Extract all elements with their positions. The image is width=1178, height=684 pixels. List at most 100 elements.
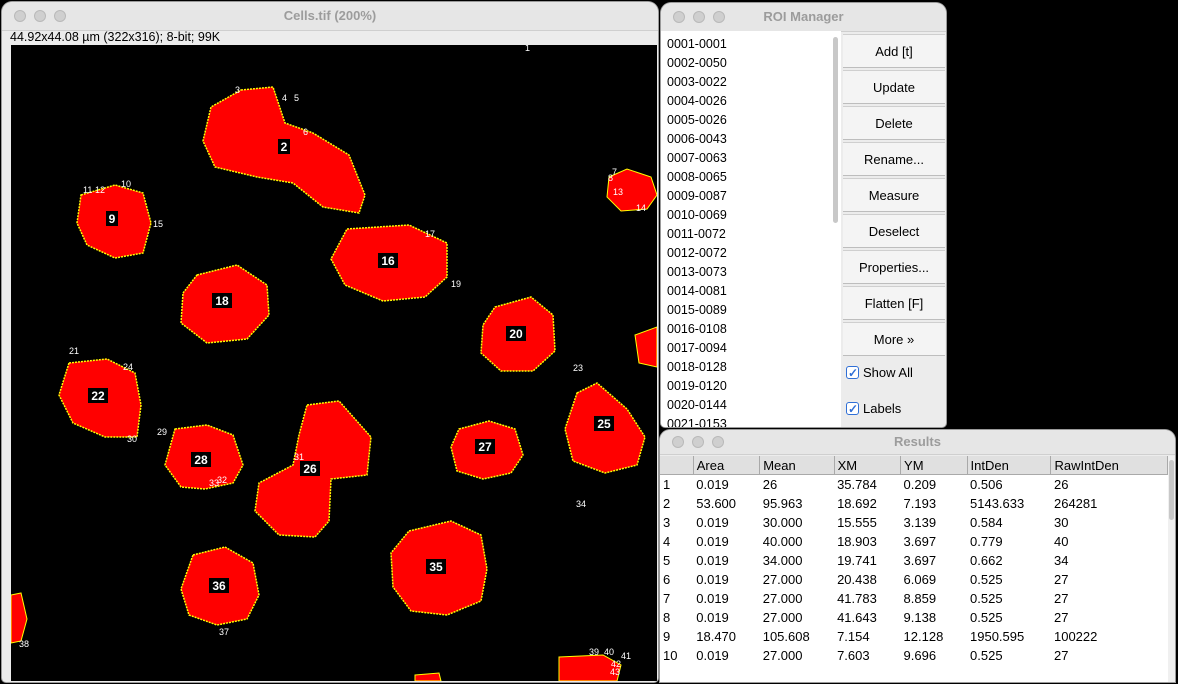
roi-list-item[interactable]: 0014-0081 bbox=[667, 284, 727, 298]
roi-list-scrollbar[interactable] bbox=[833, 37, 838, 223]
roi-label: 9 bbox=[109, 212, 116, 226]
table-cell: 0.019 bbox=[696, 534, 729, 549]
rename-button[interactable]: Rename... bbox=[843, 142, 945, 176]
table-cell: 41.643 bbox=[837, 610, 877, 625]
more-button[interactable]: More » bbox=[843, 322, 945, 356]
table-cell: 0.209 bbox=[903, 477, 937, 492]
roi-list-item[interactable]: 0013-0073 bbox=[667, 265, 727, 279]
roi-list-item[interactable]: 0021-0153 bbox=[667, 417, 727, 427]
table-cell: 0.525 bbox=[970, 648, 1003, 663]
cell-roi-partial[interactable] bbox=[606, 168, 657, 212]
update-button[interactable]: Update bbox=[843, 70, 945, 104]
roi-list-item[interactable]: 0006-0043 bbox=[667, 132, 727, 146]
minimize-window-button[interactable] bbox=[693, 11, 705, 23]
show-all-label: Show All bbox=[863, 365, 913, 380]
roi-label: 20 bbox=[509, 327, 523, 341]
roi-list-item[interactable]: 0011-0072 bbox=[667, 227, 726, 241]
roi-label: 26 bbox=[303, 462, 317, 476]
add-button[interactable]: Add [t] bbox=[843, 34, 945, 68]
roi-list-item[interactable]: 0012-0072 bbox=[667, 246, 727, 260]
labels-checkbox[interactable]: Labels bbox=[846, 400, 901, 418]
roi-list-item[interactable]: 0003-0022 bbox=[667, 75, 727, 89]
cell-roi-partial[interactable] bbox=[414, 672, 442, 681]
cell-roi-partial[interactable] bbox=[558, 654, 622, 681]
roi-label: 2 bbox=[281, 140, 288, 154]
scrollbar-thumb[interactable] bbox=[1169, 460, 1174, 520]
roi-manager-titlebar[interactable]: ROI Manager bbox=[661, 3, 946, 32]
roi-label-background bbox=[594, 416, 614, 431]
cell-roi-partial[interactable] bbox=[634, 326, 657, 368]
results-titlebar[interactable]: Results bbox=[660, 430, 1175, 455]
table-cell: 19.741 bbox=[837, 553, 877, 568]
table-cell: 34.000 bbox=[762, 553, 803, 568]
roi-list-item[interactable]: 0019-0120 bbox=[667, 379, 727, 393]
table-cell: 3.697 bbox=[903, 534, 937, 549]
results-column-header[interactable]: IntDen bbox=[967, 456, 1052, 475]
roi-label: 25 bbox=[597, 417, 611, 431]
table-cell: 27 bbox=[1053, 572, 1069, 587]
table-row[interactable]: 3 0.019 30.000 15.555 3.139 0.584 30 bbox=[660, 513, 1168, 532]
minimize-window-button[interactable] bbox=[34, 10, 46, 22]
zoom-window-button[interactable] bbox=[54, 10, 66, 22]
roi-list[interactable]: 0001-0001 0002-0050 0003-0022 0004-0026 0005… bbox=[661, 31, 841, 427]
table-row[interactable]: 1 0.019 26 35.784 0.209 0.506 26 bbox=[660, 475, 1168, 495]
results-column-header[interactable]: Mean bbox=[759, 456, 835, 475]
close-window-button[interactable] bbox=[673, 11, 685, 23]
table-cell: 40.000 bbox=[762, 534, 803, 549]
table-cell: 26 bbox=[1053, 477, 1069, 492]
table-row[interactable]: 9 18.470 105.608 7.154 12.128 1950.595 100222 bbox=[660, 627, 1168, 646]
minimize-window-button[interactable] bbox=[692, 436, 704, 448]
table-row[interactable]: 2 53.600 95.963 18.692 7.193 5143.633 264281 bbox=[660, 494, 1168, 513]
properties-button[interactable]: Properties... bbox=[843, 250, 945, 284]
flatten-button[interactable]: Flatten [F] bbox=[843, 286, 945, 320]
roi-manager-window: ROI Manager 0001-0001 0002-0050 0003-0022 0… bbox=[661, 3, 946, 427]
roi-list-item[interactable]: 0017-0094 bbox=[667, 341, 727, 355]
roi-label: 18 bbox=[215, 294, 229, 308]
show-all-checkbox[interactable]: Show All bbox=[846, 364, 913, 382]
roi-list-item[interactable]: 0020-0144 bbox=[667, 398, 727, 412]
roi-list-item[interactable]: 0002-0050 bbox=[667, 56, 727, 70]
roi-label: 27 bbox=[478, 440, 492, 454]
delete-button[interactable]: Delete bbox=[843, 106, 945, 140]
measure-button[interactable]: Measure bbox=[843, 178, 945, 212]
roi-small-label: 33 bbox=[209, 478, 219, 488]
roi-list-item[interactable]: 0016-0108 bbox=[667, 322, 727, 336]
results-column-header[interactable]: XM bbox=[834, 456, 902, 475]
roi-list-item[interactable]: 0009-0087 bbox=[667, 189, 727, 203]
roi-list-item[interactable]: 0010-0069 bbox=[667, 208, 727, 222]
table-row[interactable]: 4 0.019 40.000 18.903 3.697 0.779 40 bbox=[660, 532, 1168, 551]
table-cell: 0.525 bbox=[970, 610, 1003, 625]
table-row[interactable]: 10 0.019 27.000 7.603 9.696 0.525 27 bbox=[660, 646, 1168, 665]
table-row[interactable]: 5 0.019 34.000 19.741 3.697 0.662 34 bbox=[660, 551, 1168, 570]
close-window-button[interactable] bbox=[14, 10, 26, 22]
results-column-header[interactable]: Area bbox=[693, 456, 761, 475]
results-column-header[interactable]: YM bbox=[900, 456, 968, 475]
results-column-header[interactable]: RawIntDen bbox=[1050, 456, 1168, 475]
deselect-button[interactable]: Deselect bbox=[843, 214, 945, 248]
results-scrollbar[interactable] bbox=[1168, 456, 1175, 682]
roi-small-label: 37 bbox=[219, 627, 229, 637]
zoom-window-button[interactable] bbox=[713, 11, 725, 23]
roi-small-label: 19 bbox=[451, 279, 461, 289]
roi-manager-title: ROI Manager bbox=[763, 9, 844, 24]
table-row[interactable]: 6 0.019 27.000 20.438 6.069 0.525 27 bbox=[660, 570, 1168, 589]
roi-list-item[interactable]: 0008-0065 bbox=[667, 170, 727, 184]
roi-list-item[interactable]: 0004-0026 bbox=[667, 94, 727, 108]
zoom-window-button[interactable] bbox=[712, 436, 724, 448]
image-window-titlebar[interactable]: Cells.tif (200%) bbox=[2, 2, 658, 31]
table-cell: 27 bbox=[1053, 591, 1069, 606]
table-row[interactable]: 7 0.019 27.000 41.783 8.859 0.525 27 bbox=[660, 589, 1168, 608]
roi-list-item[interactable]: 0001-0001 bbox=[667, 37, 727, 51]
close-window-button[interactable] bbox=[672, 436, 684, 448]
roi-list-item[interactable]: 0007-0063 bbox=[667, 151, 727, 165]
results-column-header[interactable] bbox=[660, 456, 694, 475]
roi-list-item[interactable]: 0005-0026 bbox=[667, 113, 727, 127]
cell-roi-partial[interactable] bbox=[11, 592, 28, 644]
roi-list-item[interactable]: 0018-0128 bbox=[667, 360, 727, 374]
roi-list-item[interactable]: 0015-0089 bbox=[667, 303, 727, 317]
image-canvas[interactable]: 2 9 16 18 20 22 25 26 27 28 35 36 1 3 4 5 6 7 8 10 11 12 13 14 1… bbox=[11, 45, 657, 681]
roi-small-label: 39 bbox=[589, 647, 599, 657]
results-table-container[interactable]: Area Mean XM YM IntDen RawIntDen 1 0.019 26 35.7… bbox=[660, 456, 1168, 682]
table-row[interactable]: 8 0.019 27.000 41.643 9.138 0.525 27 bbox=[660, 608, 1168, 627]
roi-small-label: 21 bbox=[69, 346, 79, 356]
